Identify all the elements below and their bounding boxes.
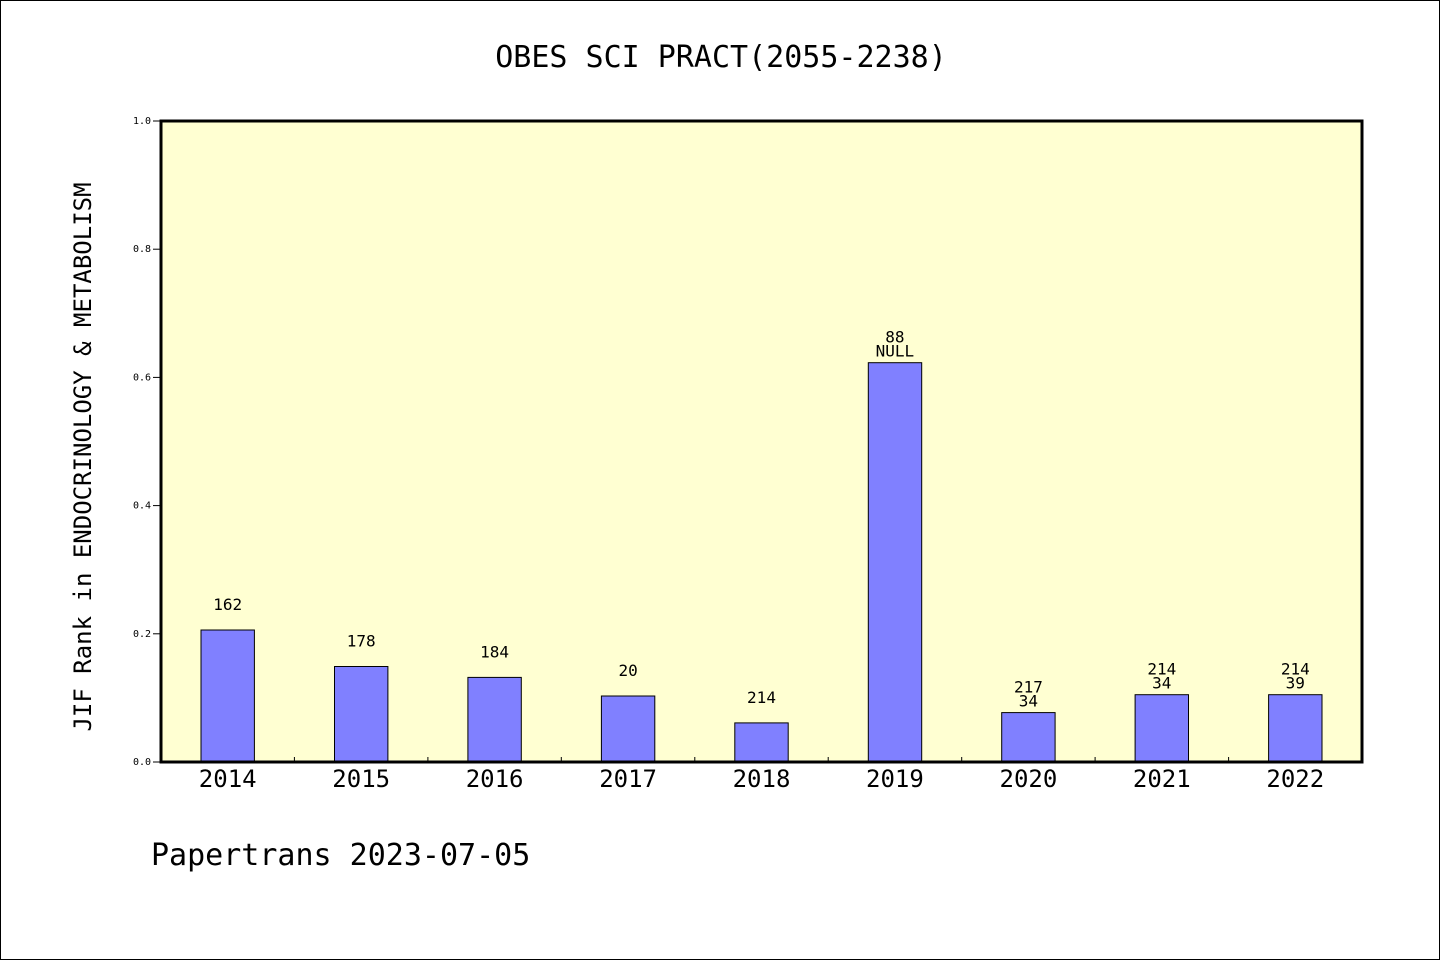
- plot-area: [161, 121, 1362, 762]
- x-tick-label-2016: 2016: [466, 765, 524, 793]
- bar-label-2018: 214: [747, 688, 776, 707]
- bar-2014: [200, 629, 255, 763]
- bar-label-2016: 184: [480, 642, 509, 661]
- bar-label-2020-line-1: 217: [1014, 678, 1043, 697]
- y-tick-label-1: 0.2: [133, 629, 151, 640]
- bar-2021: [1134, 694, 1189, 763]
- bar-2017: [600, 695, 656, 763]
- x-tick-label-2014: 2014: [199, 765, 257, 793]
- bar-2022: [1268, 694, 1323, 763]
- x-tick-label-2018: 2018: [733, 765, 791, 793]
- x-tick-label-2021: 2021: [1133, 765, 1191, 793]
- y-tick-label-4: 0.8: [133, 244, 151, 255]
- bar-label-2022-line-1: 214: [1281, 660, 1310, 679]
- x-tick-label-2017: 2017: [599, 765, 657, 793]
- x-tick-label-2015: 2015: [332, 765, 390, 793]
- y-axis-label: JIF Rank in ENDOCRINOLOGY & METABOLISM: [69, 182, 97, 731]
- y-tick-label-5: 1.0: [133, 116, 151, 127]
- y-tick-label-3: 0.6: [133, 372, 151, 383]
- y-tick-label-2: 0.4: [133, 501, 151, 512]
- bar-2019: [867, 362, 923, 763]
- footer-credit: Papertrans 2023-07-05: [151, 838, 530, 873]
- bar-2016: [467, 676, 522, 763]
- plot-border: [159, 119, 1364, 764]
- x-tick-label-2019: 2019: [866, 765, 924, 793]
- x-axis: 2014 2015 2016 2017 2018 2019 2020 2021 2022: [199, 757, 1324, 793]
- bar-label-2022-line-2: 39: [1286, 674, 1305, 693]
- bar-label-2019-line-2: NULL: [876, 342, 915, 361]
- x-tick-label-2020: 2020: [1000, 765, 1058, 793]
- bar-label-2019-line-1: 88: [885, 328, 904, 347]
- chart-title: OBES SCI PRACT(2055-2238): [495, 40, 947, 75]
- bar-label-2014: 162: [213, 595, 242, 614]
- bar-label-2020-line-2: 34: [1019, 692, 1038, 711]
- y-axis: 0.0 0.2 0.4 0.6 0.8 1.0: [133, 116, 161, 768]
- bar-2015: [334, 666, 389, 763]
- x-tick-label-2022: 2022: [1266, 765, 1324, 793]
- bar-2018: [734, 722, 789, 763]
- bar-label-2021-line-1: 214: [1147, 660, 1176, 679]
- bar-label-2021-line-2: 34: [1152, 674, 1171, 693]
- bar-2020: [1001, 712, 1056, 763]
- bar-label-2017: 20: [618, 661, 637, 680]
- bars-layer: [200, 362, 1323, 763]
- bar-label-2015: 178: [347, 632, 376, 651]
- y-tick-label-0: 0.0: [133, 757, 151, 768]
